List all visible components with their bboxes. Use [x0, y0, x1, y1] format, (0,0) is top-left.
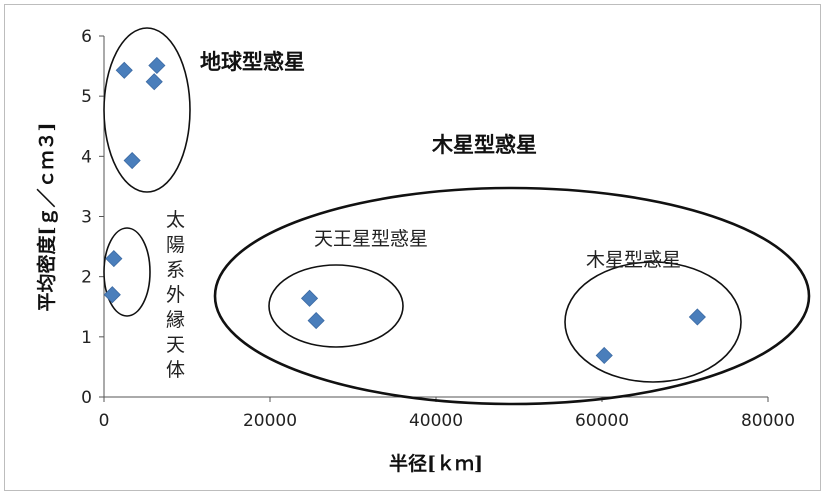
gas-giant-group-ellipse [564, 261, 742, 383]
y-tick-label: 1 [81, 328, 92, 348]
y-tick-label: 6 [81, 27, 92, 47]
y-tick-label: 3 [81, 208, 92, 228]
y-tick-group: 0 1 2 3 4 5 6 [81, 27, 104, 408]
data-point-marker [123, 151, 141, 170]
x-tick-label: 60000 [575, 411, 629, 431]
tno-label-char: 陽 [166, 234, 185, 256]
x-tick-group: 0 20000 40000 60000 80000 [99, 397, 795, 431]
tno-label-char: 系 [166, 259, 185, 281]
tno-label-char: 太 [166, 209, 185, 231]
y-tick-label: 4 [81, 147, 92, 167]
tno-label-char: 体 [166, 359, 185, 381]
data-point-marker [105, 250, 123, 268]
tno-label-char: 天 [166, 334, 185, 356]
x-axis-title: 半径[ｋｍ] [389, 452, 483, 475]
ice-giant-label: 天王星型惑星 [314, 228, 428, 250]
terrestrial-label: 地球型惑星 [200, 50, 305, 74]
data-point-marker [300, 289, 319, 307]
tno-label-char: 外 [166, 284, 185, 306]
jovian-group-ellipse [213, 186, 811, 406]
x-tick-label: 40000 [409, 411, 463, 431]
y-axis-title-text: 平均密度[ｇ／ｃｍ３] [35, 123, 59, 312]
data-point-marker [595, 346, 613, 365]
data-point-marker [103, 286, 121, 304]
tno-label-char: 縁 [166, 309, 185, 331]
ice-giant-group-ellipse [268, 264, 404, 348]
tno-group-ellipse [103, 227, 151, 317]
y-tick-label: 2 [81, 268, 92, 288]
data-point-marker [307, 312, 325, 330]
x-tick-label: 0 [99, 411, 110, 431]
data-point-marker [688, 308, 706, 326]
data-point-marker [148, 56, 166, 75]
jovian-label: 木星型惑星 [431, 133, 537, 157]
y-tick-label: 0 [81, 388, 92, 408]
tno-label-text: 太陽系外縁天体 [166, 209, 185, 381]
data-points [103, 56, 706, 365]
chart-frame [4, 4, 821, 491]
terrestrial-group-ellipse [103, 27, 191, 193]
gas-giant-label: 木星型惑星 [586, 249, 681, 271]
x-tick-label: 20000 [243, 411, 297, 431]
data-point-marker [115, 61, 133, 79]
tno-label: 太陽系外縁天体 [166, 209, 185, 381]
x-tick-label: 80000 [741, 411, 795, 431]
y-axis-title: 平均密度[ｇ／ｃｍ３] [35, 123, 59, 312]
data-point-marker [145, 73, 163, 91]
y-tick-label: 5 [81, 87, 92, 107]
